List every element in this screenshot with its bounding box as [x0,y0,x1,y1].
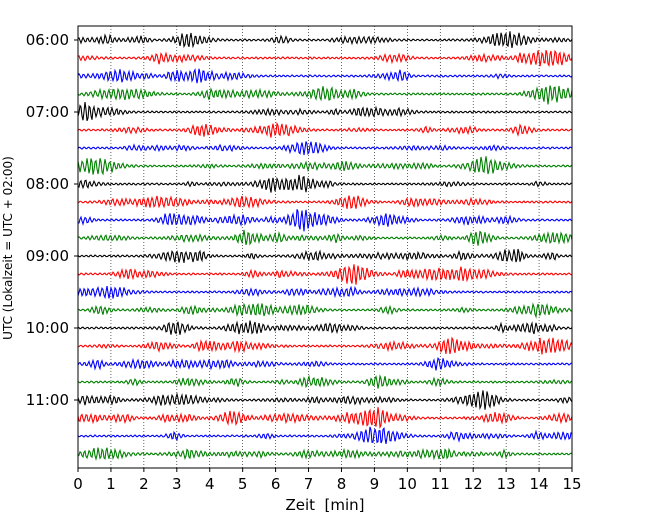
y-tick-label: 10:00 [26,319,69,337]
trace-row-0915 [77,264,573,285]
x-tick-label: 12 [464,475,483,493]
trace-row-0745 [77,156,573,176]
trace-row-0615 [77,49,573,68]
trace-row-1000 [77,320,573,335]
trace-row-0815 [77,195,573,209]
trace-row-0700 [77,101,573,121]
y-tick-label: 07:00 [26,103,69,121]
x-tick-label: 14 [530,475,549,493]
trace-row-1145 [77,447,573,462]
x-tick-label: 13 [497,475,516,493]
trace-row-0800 [77,174,573,193]
plot-frame [77,25,573,469]
y-axis-label: UTC (Lokalzeit = UTC + 02:00) [1,156,15,340]
x-tick-label: 7 [304,475,314,493]
trace-row-0630 [77,68,573,84]
trace-row-0715 [77,121,573,138]
trace-row-0600 [77,31,573,49]
y-tick-label: 09:00 [26,247,69,265]
trace-row-1130 [77,426,573,444]
x-tick-label: 3 [172,475,182,493]
x-tick-label: 9 [370,475,380,493]
trace-row-0900 [77,248,573,263]
seismogram-traces [77,31,573,462]
x-axis-label: Zeit [min] [285,496,364,514]
trace-row-1015 [77,336,573,355]
x-tick-label: 0 [73,475,83,493]
trace-row-0845 [77,229,573,246]
y-tick-label: 08:00 [26,175,69,193]
x-tick-label: 8 [337,475,347,493]
x-tick-label: 1 [106,475,116,493]
trace-row-0645 [77,85,573,105]
trace-row-0945 [77,302,573,319]
trace-row-1115 [77,407,573,430]
y-tick-label: 06:00 [26,31,69,49]
x-tick-label: 15 [562,475,581,493]
x-tick-label: 6 [271,475,281,493]
trace-row-1030 [77,357,573,371]
trace-row-0730 [77,141,573,156]
trace-row-0930 [77,285,573,300]
x-tick-label: 5 [238,475,248,493]
x-tick-label: 4 [205,475,215,493]
x-tick-label: 2 [139,475,149,493]
trace-row-1100 [77,390,573,411]
x-axis-ticks: 0 1 2 3 4 5 6 7 8 9 10 11 12 13 14 15 [73,468,582,493]
x-tick-label: 11 [431,475,450,493]
trace-row-0830 [77,209,573,232]
trace-row-1045 [77,374,573,389]
x-tick-label: 10 [398,475,417,493]
y-tick-label: 11:00 [26,391,69,409]
y-axis-ticks: 06:00 07:00 08:00 09:00 10:00 11:00 [26,31,78,409]
